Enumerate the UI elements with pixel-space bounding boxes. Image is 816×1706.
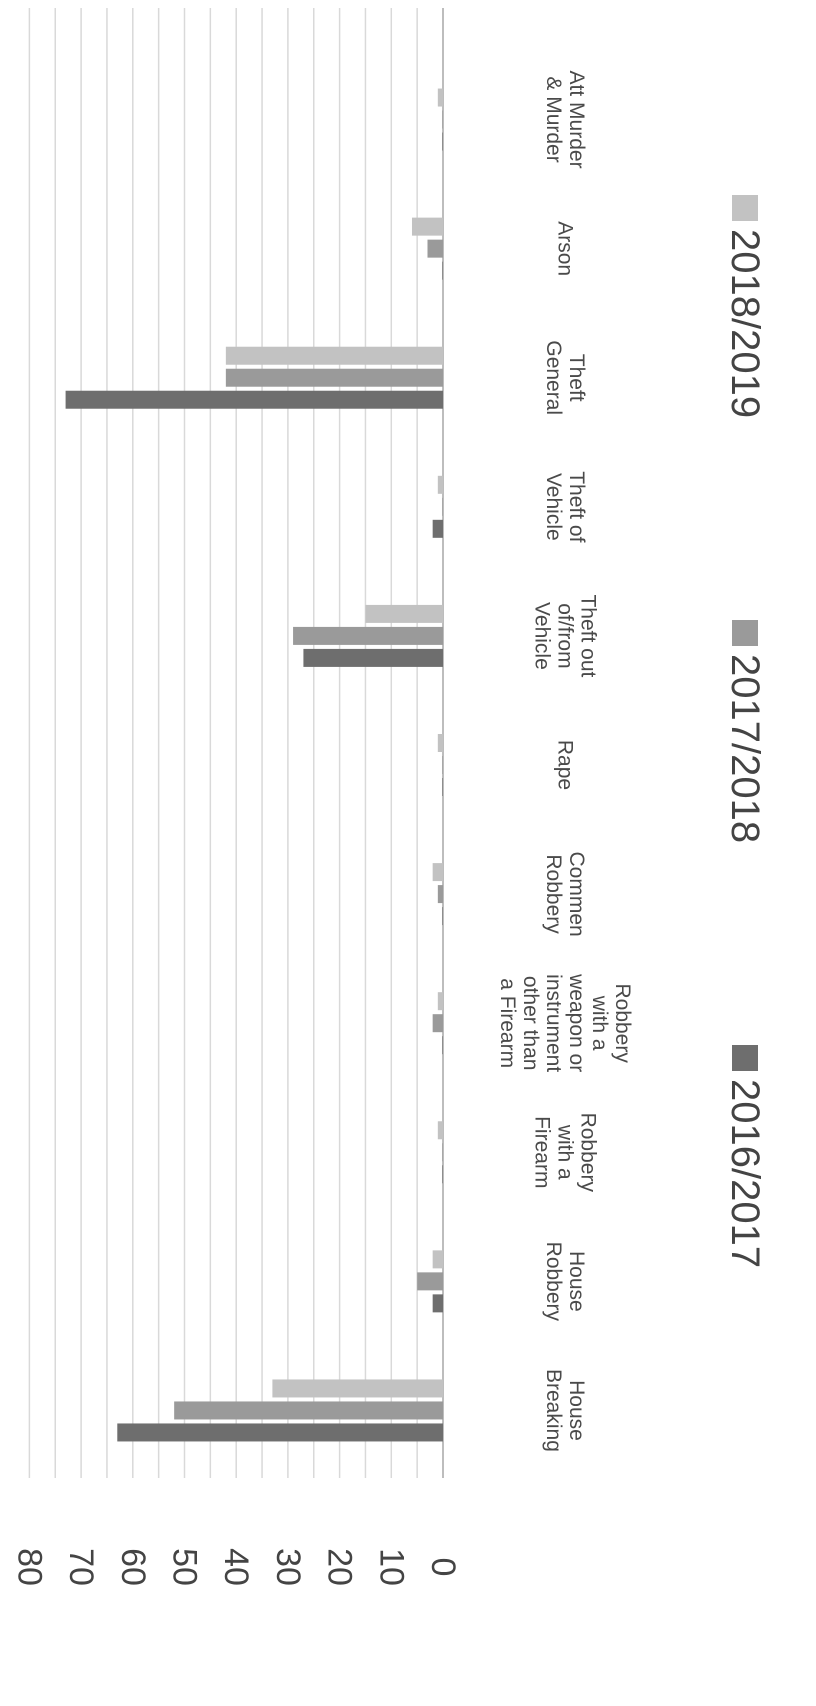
bar xyxy=(432,1250,443,1269)
legend-item: 2016/2017 xyxy=(723,1045,767,1268)
bar xyxy=(442,497,443,516)
legend-item: 2018/2019 xyxy=(723,195,767,418)
bar xyxy=(432,1014,443,1033)
category-label-line: Commen xyxy=(565,851,588,936)
legend-label: 2017/2018 xyxy=(723,654,767,843)
legend-swatch xyxy=(732,620,758,646)
category-label-line: other than xyxy=(519,976,542,1071)
category-label-line: Arson xyxy=(554,221,577,276)
bar xyxy=(437,992,443,1011)
bar xyxy=(225,368,443,387)
bar xyxy=(437,885,443,904)
legend: 2016/2017 2017/2018 2018/2019 xyxy=(723,195,767,1268)
bar xyxy=(432,863,443,882)
bar xyxy=(442,132,443,151)
bar xyxy=(442,756,443,774)
category-label-line: Robbery xyxy=(577,1113,600,1193)
bar xyxy=(442,1143,443,1162)
bar xyxy=(365,604,443,623)
category-label-line: General xyxy=(542,340,565,415)
category-label-line: Theft xyxy=(565,354,588,402)
category-label-line: House xyxy=(565,1380,588,1441)
bar xyxy=(442,907,443,926)
y-tick-label: 60 xyxy=(114,1548,152,1586)
category-label-line: a Firearm xyxy=(496,978,519,1068)
category-label-line: & Murder xyxy=(542,76,565,162)
y-tick-label: 0 xyxy=(424,1558,462,1577)
category-label-line: with a xyxy=(588,995,611,1051)
bar xyxy=(442,110,443,129)
category-label-line: Rape xyxy=(554,740,577,790)
bar xyxy=(432,1294,443,1313)
y-tick-label: 30 xyxy=(269,1548,307,1586)
bar xyxy=(432,519,443,538)
bar xyxy=(442,1165,443,1184)
bar xyxy=(225,346,443,365)
bar xyxy=(437,734,443,752)
legend-swatch xyxy=(732,1045,758,1071)
bar xyxy=(65,390,443,409)
bar xyxy=(303,648,443,667)
y-tick-label: 10 xyxy=(372,1548,410,1586)
y-tick-label: 20 xyxy=(321,1548,359,1586)
category-label-line: with a xyxy=(554,1124,577,1180)
bar xyxy=(442,1036,443,1055)
category-label-line: House xyxy=(565,1251,588,1312)
gridlines xyxy=(28,8,444,1478)
bar xyxy=(117,1423,443,1442)
category-label-line: Robbery xyxy=(611,983,634,1063)
y-tick-label: 70 xyxy=(62,1548,100,1586)
category-label-line: Robbery xyxy=(542,854,565,934)
category-label-line: Vehicle xyxy=(542,473,565,541)
category-label-line: Vehicle xyxy=(531,602,554,670)
legend-item: 2017/2018 xyxy=(723,620,767,843)
bar xyxy=(174,1401,443,1420)
category-label-line: Att Murder xyxy=(565,71,588,169)
y-tick-label: 80 xyxy=(10,1548,48,1586)
category-label-line: weapon or xyxy=(565,973,588,1072)
bar xyxy=(417,1272,443,1291)
bar xyxy=(427,239,443,258)
category-label-line: Firearm xyxy=(531,1116,554,1188)
y-tick-label: 50 xyxy=(166,1548,204,1586)
category-label: Rape xyxy=(554,740,577,790)
category-label: Arson xyxy=(554,221,577,276)
category-label-line: Theft of xyxy=(565,471,588,542)
bar xyxy=(442,778,443,796)
bar xyxy=(411,217,443,236)
bar xyxy=(442,261,443,280)
value-axis-ticks: 0 10 20 30 40 50 60 70 80 xyxy=(10,1548,462,1586)
category-label-line: instrument xyxy=(542,974,565,1072)
bars xyxy=(65,88,443,1442)
category-label-line: of/from xyxy=(554,603,577,668)
bar xyxy=(272,1379,443,1398)
bar xyxy=(437,1121,443,1140)
legend-label: 2018/2019 xyxy=(723,229,767,418)
y-tick-label: 40 xyxy=(217,1548,255,1586)
category-label-line: Breaking xyxy=(542,1369,565,1452)
category-label: Att Murder& Murder xyxy=(542,71,588,169)
bar xyxy=(437,475,443,494)
bar xyxy=(437,88,443,107)
legend-label: 2016/2017 xyxy=(723,1079,767,1268)
bar xyxy=(293,626,443,645)
category-label-line: Robbery xyxy=(542,1242,565,1322)
category-label-line: Theft out xyxy=(577,594,600,677)
legend-swatch xyxy=(732,195,758,221)
